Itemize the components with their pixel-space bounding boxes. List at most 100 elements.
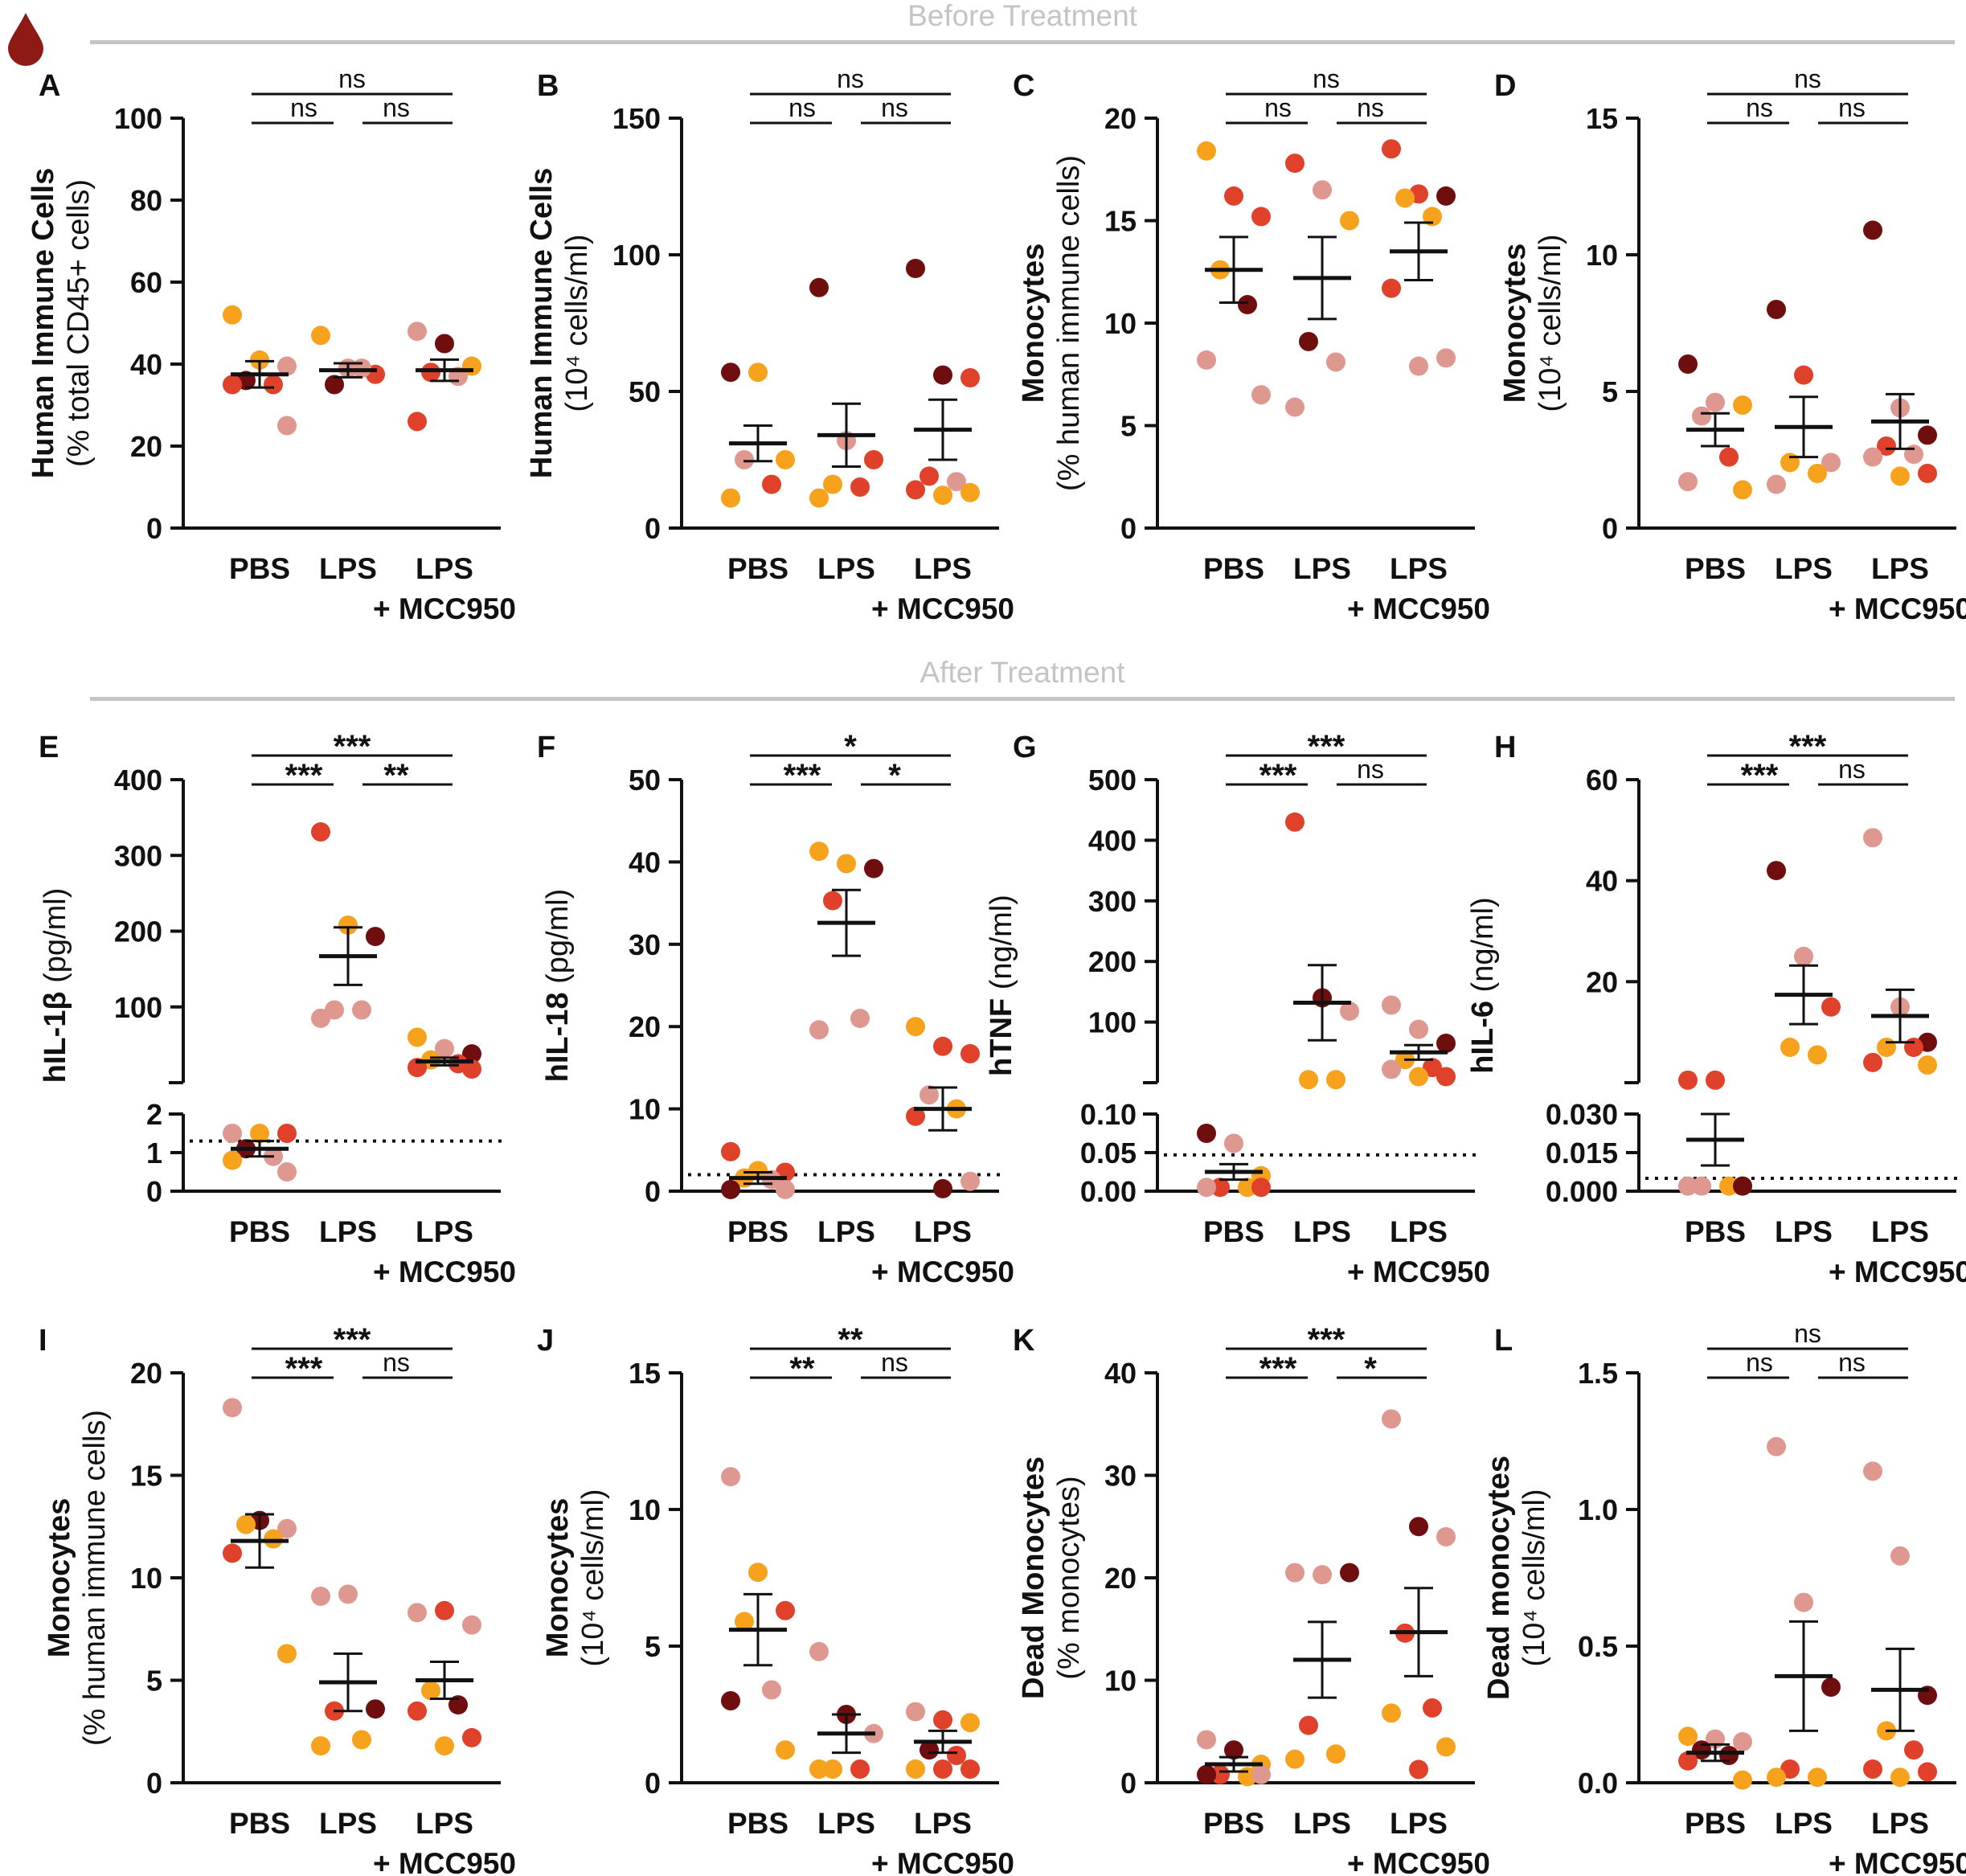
- x-tick-sublabel: + MCC950: [871, 592, 1014, 625]
- sig-label-right: ns: [1357, 755, 1384, 784]
- section-divider: [90, 40, 1955, 44]
- data-point: [809, 488, 829, 508]
- data-point: [920, 466, 939, 486]
- y-axis-label: hIL-6 (ng/ml): [1466, 897, 1500, 1074]
- y-axis-label-main: Dead Monocytes: [1017, 1456, 1051, 1699]
- y-tick-label: 0: [1120, 1767, 1137, 1800]
- data-point: [264, 375, 283, 395]
- data-point: [1326, 352, 1345, 372]
- y-tick-label: 1.0: [1578, 1493, 1618, 1526]
- y-axis-label: hTNF (ng/ml): [985, 895, 1018, 1076]
- data-point: [462, 1059, 481, 1079]
- data-point: [1409, 1019, 1428, 1039]
- x-tick-label: PBS: [1685, 1807, 1746, 1840]
- x-tick-sublabel: + MCC950: [871, 1847, 1014, 1876]
- data-point: [960, 368, 980, 387]
- data-point: [906, 259, 925, 278]
- data-point: [264, 1529, 283, 1549]
- data-point: [1382, 278, 1401, 298]
- y-tick-label: 10: [629, 1493, 661, 1526]
- y-tick-label: 10: [629, 1093, 661, 1126]
- data-point: [1733, 1176, 1752, 1196]
- section-header-after: After Treatment: [90, 657, 1955, 701]
- y-tick-label: 200: [114, 915, 162, 948]
- data-point: [462, 1615, 481, 1635]
- y-tick-label: 60: [1586, 764, 1618, 797]
- x-tick-label: LPS: [1390, 1215, 1448, 1248]
- y-tick-label: 0.10: [1080, 1098, 1137, 1131]
- data-point: [960, 1043, 980, 1063]
- data-point: [1395, 188, 1415, 208]
- data-point: [1692, 406, 1711, 426]
- data-point: [1285, 154, 1305, 174]
- data-point: [809, 1759, 829, 1779]
- y-axis-label-unit: (10⁴ cells/ml): [560, 234, 594, 412]
- y-tick-label: 0: [645, 1767, 661, 1800]
- x-tick-label: LPS: [416, 552, 473, 585]
- data-point: [1890, 1767, 1910, 1788]
- data-point: [1382, 1703, 1401, 1723]
- data-point: [1409, 1067, 1428, 1087]
- data-point: [1299, 1070, 1318, 1090]
- data-point: [735, 450, 754, 469]
- y-tick-label: 5: [1120, 410, 1137, 443]
- x-tick-label: PBS: [1203, 552, 1264, 585]
- y-axis-label-main: hIL-6: [1466, 992, 1500, 1073]
- y-tick-label: 20: [629, 1010, 661, 1043]
- data-point: [960, 482, 980, 502]
- data-point: [1821, 997, 1841, 1017]
- y-tick-label: 500: [1088, 764, 1137, 797]
- data-point: [435, 1736, 454, 1756]
- data-point: [864, 858, 883, 879]
- sig-label-right: *: [1364, 1351, 1377, 1387]
- y-tick-label: 0: [146, 512, 162, 545]
- sig-label-right: ns: [1838, 1348, 1866, 1377]
- y-tick-label: 0.000: [1546, 1175, 1618, 1208]
- data-point: [1224, 186, 1243, 206]
- sig-label-left: ***: [1741, 758, 1779, 793]
- y-tick-label: 20: [130, 430, 162, 463]
- y-axis-label-unit: (% monocytes): [1052, 1476, 1086, 1679]
- data-point: [1780, 1038, 1800, 1058]
- data-point: [311, 326, 330, 346]
- y-axis-label-main: Monocytes: [1498, 244, 1532, 403]
- y-tick-label: 2: [146, 1098, 162, 1131]
- sig-label-top: ns: [1313, 64, 1340, 93]
- panel-letter: I: [39, 1324, 47, 1358]
- sig-label-top: ***: [334, 729, 371, 764]
- y-tick-label: 15: [1586, 102, 1618, 135]
- data-point: [1808, 464, 1827, 483]
- x-tick-label: PBS: [229, 552, 290, 585]
- data-point: [408, 1027, 427, 1047]
- panel-letter: G: [1013, 731, 1037, 764]
- y-tick-label: 0.030: [1546, 1098, 1618, 1131]
- data-point: [325, 375, 344, 395]
- data-point: [462, 1727, 481, 1747]
- y-tick-label: 50: [629, 375, 661, 408]
- y-tick-label: 50: [629, 764, 661, 797]
- data-point: [408, 1701, 427, 1721]
- data-point: [1326, 1744, 1345, 1764]
- sig-label-left: **: [789, 1351, 815, 1387]
- data-point: [1285, 812, 1305, 832]
- y-axis-label: Monocytes(10⁴ cells/ml): [541, 1489, 610, 1666]
- data-point: [776, 450, 795, 469]
- x-tick-label: LPS: [1871, 1215, 1929, 1248]
- x-tick-label: LPS: [319, 552, 377, 585]
- y-tick-label: 5: [1602, 375, 1618, 408]
- panel-letter: H: [1494, 731, 1516, 764]
- y-tick-label: 30: [629, 928, 661, 961]
- data-point: [1251, 207, 1271, 227]
- data-point: [906, 1106, 925, 1126]
- data-point: [223, 1150, 242, 1170]
- x-tick-label: PBS: [727, 1807, 788, 1840]
- data-point: [906, 1017, 925, 1037]
- y-tick-label: 200: [1088, 945, 1137, 978]
- y-tick-label: 20: [1586, 965, 1618, 998]
- data-point: [776, 1179, 795, 1199]
- x-tick-label: PBS: [1685, 552, 1746, 585]
- data-point: [1678, 354, 1698, 374]
- data-point: [1197, 1124, 1216, 1143]
- data-point: [947, 1746, 966, 1765]
